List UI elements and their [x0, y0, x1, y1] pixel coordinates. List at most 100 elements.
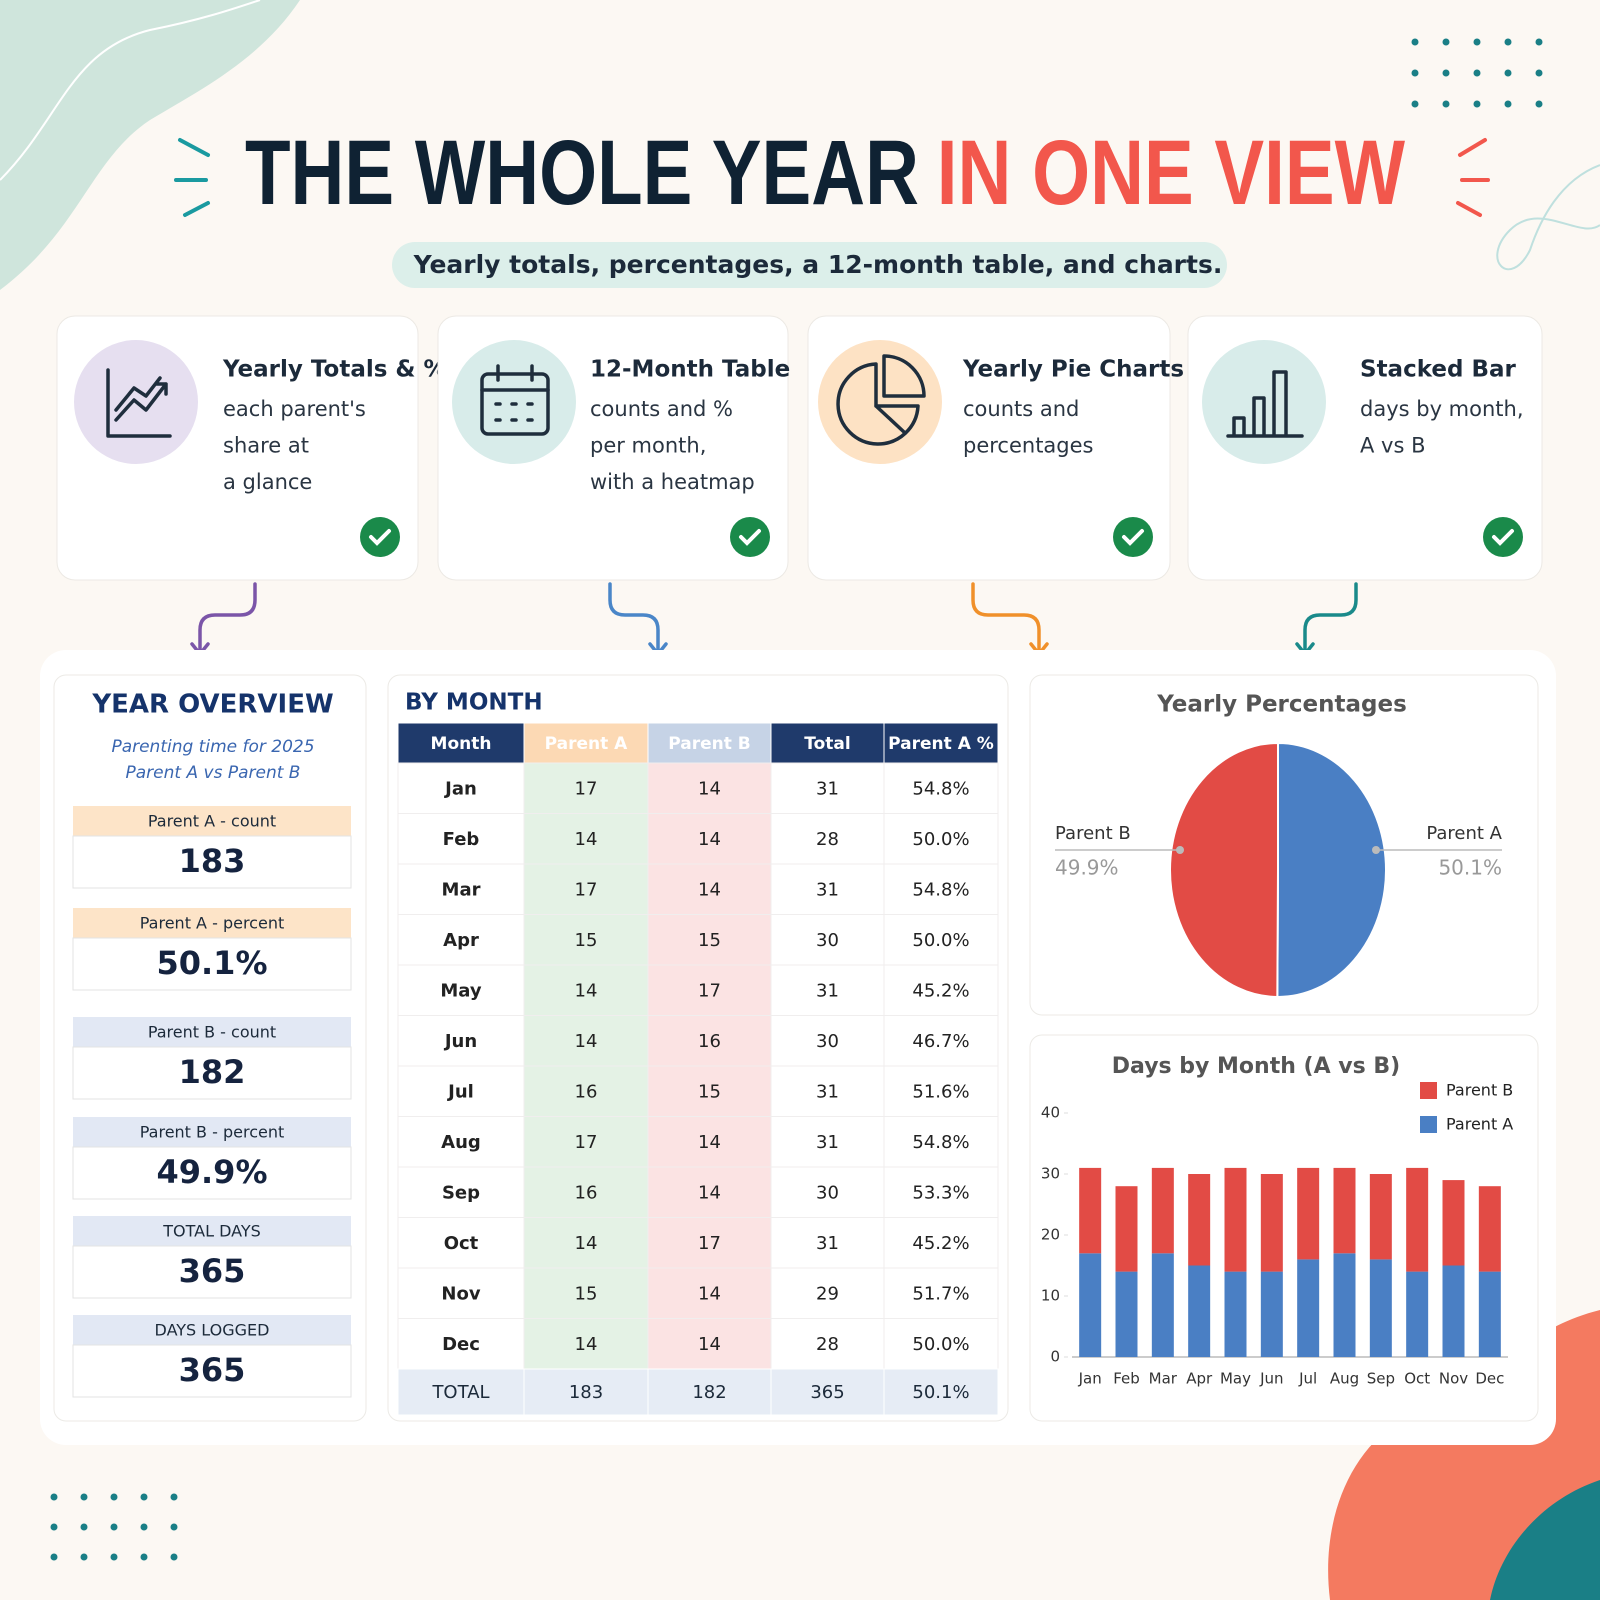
- feature-title: Yearly Pie Charts: [962, 357, 1184, 383]
- stat-label: Parent B - count: [148, 1023, 276, 1042]
- table-cell: [397, 1015, 525, 1067]
- overview-subtitle: Parent A vs Parent B: [126, 763, 301, 783]
- table-cell: [647, 813, 772, 865]
- table-total-text: 50.1%: [912, 1382, 969, 1403]
- feature-text: days by month,: [1360, 397, 1524, 421]
- feature-text: percentages: [963, 434, 1094, 458]
- decor-line: [1496, 164, 1600, 271]
- table-cell: [883, 863, 999, 915]
- stat-value: 365: [179, 1351, 246, 1389]
- x-tick-label: Jan: [1078, 1370, 1102, 1388]
- x-tick-label: Sep: [1367, 1370, 1395, 1388]
- table-cell-text: 15: [575, 930, 598, 951]
- dot: [110, 1523, 118, 1531]
- table-cell: [647, 1318, 772, 1370]
- bar-segment: [1369, 1174, 1392, 1260]
- dot: [110, 1553, 118, 1561]
- feature-text: counts and: [963, 397, 1079, 421]
- table-cell-text: 14: [698, 1283, 721, 1304]
- feature-title: Stacked Bar: [1360, 357, 1517, 383]
- table-cell: [523, 863, 649, 915]
- table-header: Month: [431, 734, 492, 754]
- decor-ticks: [174, 138, 1490, 217]
- table-cell: [397, 813, 525, 865]
- table-cell-text: 29: [816, 1283, 839, 1304]
- bar-segment: [1406, 1271, 1429, 1357]
- table-cell-text: 30: [816, 930, 839, 951]
- table-cell: [647, 1015, 772, 1067]
- bar-segment: [1297, 1167, 1320, 1260]
- table-cell-text: 17: [698, 1233, 721, 1254]
- table-cell-text: Apr: [443, 930, 479, 951]
- bar-segment: [1333, 1167, 1356, 1254]
- table-cell: [883, 1116, 999, 1168]
- stat-label-bg: [73, 1117, 351, 1147]
- table-cell: [883, 964, 999, 1016]
- table-cell: [647, 863, 772, 915]
- check-badge: [360, 517, 400, 557]
- table-cell-text: 14: [698, 1132, 721, 1153]
- table-cell: [397, 762, 525, 814]
- table-cell-text: 31: [816, 980, 839, 1001]
- table-cell-text: May: [440, 980, 482, 1001]
- subtitle-pill: [392, 242, 1227, 288]
- table-total-text: TOTAL: [431, 1382, 489, 1403]
- y-tick-label: 0: [1050, 1348, 1060, 1366]
- table-cell: [397, 1318, 525, 1370]
- x-tick-label: Feb: [1113, 1370, 1140, 1388]
- table-cell: [883, 1318, 999, 1370]
- pie-label: Parent B: [1055, 823, 1131, 844]
- x-tick-label: May: [1220, 1370, 1251, 1388]
- pie-label: Parent A: [1426, 823, 1502, 844]
- table-cell-text: 17: [575, 1132, 598, 1153]
- table-cell: [770, 1267, 885, 1319]
- table-total-cell: [770, 1368, 885, 1416]
- table-cell-text: 54.8%: [912, 778, 969, 799]
- pie-value-label: 49.9%: [1055, 856, 1119, 880]
- dot: [50, 1523, 58, 1531]
- table-cell: [883, 813, 999, 865]
- dot: [110, 1493, 118, 1501]
- table-cell: [523, 762, 649, 814]
- table-header-cell: [523, 722, 649, 764]
- bar-segment: [1369, 1259, 1392, 1357]
- table-cell: [523, 1065, 649, 1117]
- table-cell-text: 15: [575, 1283, 598, 1304]
- table-cell: [770, 813, 885, 865]
- pie-leader-dot: [1176, 846, 1184, 854]
- dot: [1442, 69, 1450, 77]
- table-total-cell: [397, 1368, 525, 1416]
- stat-value-box: [72, 1146, 352, 1200]
- table-cell: [770, 964, 885, 1016]
- stat-value: 182: [179, 1053, 246, 1091]
- table-cell: [523, 1166, 649, 1218]
- bar-segment: [1478, 1271, 1501, 1357]
- table-cell-text: 54.8%: [912, 1132, 969, 1153]
- pie-value-label: 50.1%: [1438, 856, 1502, 880]
- dot: [80, 1523, 88, 1531]
- bar-segment: [1224, 1271, 1247, 1357]
- overview-subtitle: Parenting time for 2025: [111, 737, 314, 757]
- feature-title: Yearly Totals & %: [222, 357, 447, 383]
- table-cell: [647, 1065, 772, 1117]
- bar-segment: [1079, 1253, 1102, 1357]
- x-tick-label: Jul: [1298, 1370, 1317, 1388]
- dot: [1442, 100, 1450, 108]
- dot: [50, 1553, 58, 1561]
- table-cell: [883, 1267, 999, 1319]
- decor-line: [0, 0, 261, 181]
- overview-title: YEAR OVERVIEW: [91, 690, 333, 720]
- table-cell-text: 31: [816, 1132, 839, 1153]
- legend-label: Parent A: [1446, 1115, 1513, 1134]
- dot: [140, 1493, 148, 1501]
- table-cell-text: 17: [698, 980, 721, 1001]
- table-cell: [523, 813, 649, 865]
- decor-blob: [1490, 1480, 1600, 1600]
- bar-segment: [1115, 1186, 1138, 1272]
- table-cell-text: Jan: [443, 778, 477, 799]
- bar-segment: [1151, 1167, 1174, 1254]
- table-cell: [523, 1267, 649, 1319]
- table-cell-text: 14: [698, 1182, 721, 1203]
